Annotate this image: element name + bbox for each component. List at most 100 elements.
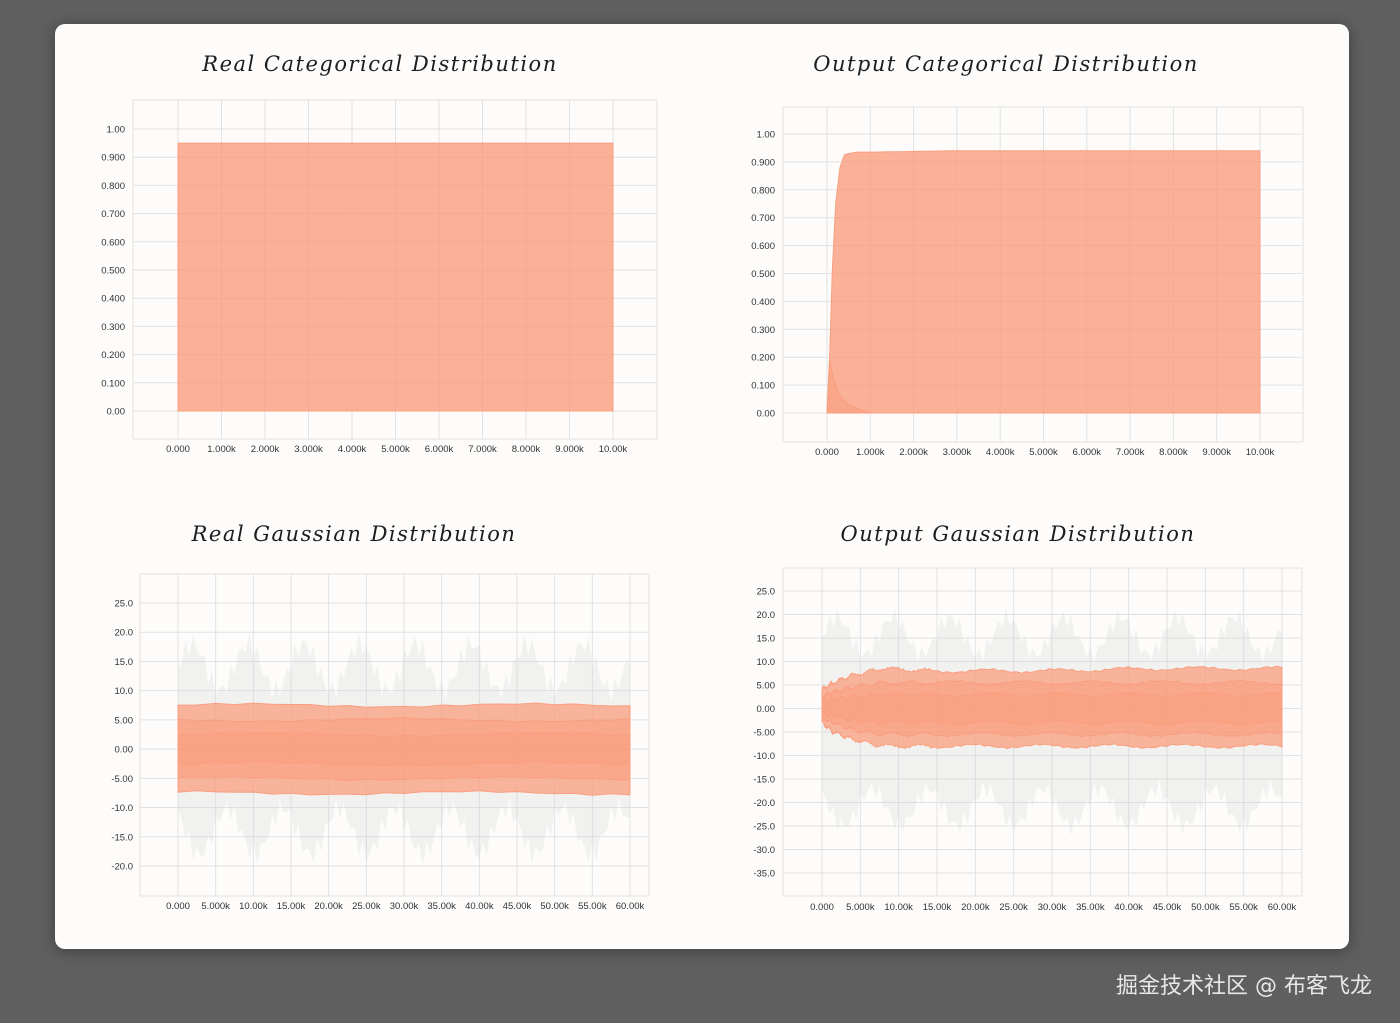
x-tick-label: 2.000k xyxy=(251,444,280,455)
real-categorical-chart: 1.00 0.900 0.800 0.700 0.600 0.500 0.400 0.300 0… xyxy=(101,99,1304,913)
x-tick-label: 30.00k xyxy=(1038,902,1067,913)
y-tick-label: 0.800 xyxy=(101,181,125,192)
x-tick-label: 10.00k xyxy=(239,901,268,912)
y-tick-label: 0.700 xyxy=(751,213,775,224)
x-tick-label: 40.00k xyxy=(1114,902,1143,913)
y-tick-label: 0.900 xyxy=(101,153,125,164)
y-tick-label: -20.0 xyxy=(753,798,775,809)
chart-title: Real Categorical Distribution xyxy=(202,52,558,76)
x-tick-label: 10.00k xyxy=(1246,447,1275,458)
y-tick-label: -35.0 xyxy=(753,869,775,880)
x-tick-label: 40.00k xyxy=(465,901,494,912)
y-tick-label: 5.00 xyxy=(115,715,134,726)
output-gaussian-series-area xyxy=(821,691,1283,726)
x-tick-label: 3.000k xyxy=(943,447,972,458)
y-tick-label: -20.0 xyxy=(111,862,133,873)
y-tick-label: -25.0 xyxy=(753,822,775,833)
y-tick-label: 25.0 xyxy=(115,599,134,610)
x-tick-label: 5.000k xyxy=(201,901,230,912)
x-tick-label: 25.00k xyxy=(352,901,381,912)
y-tick-label: 5.00 xyxy=(757,681,776,692)
x-tick-label: 45.00k xyxy=(1153,902,1182,913)
y-tick-label: 0.400 xyxy=(101,294,125,305)
x-tick-label: 9.000k xyxy=(555,444,584,455)
y-tick-label: 10.0 xyxy=(757,657,776,668)
y-tick-label: 20.0 xyxy=(115,628,134,639)
x-tick-label: 2.000k xyxy=(899,447,928,458)
x-tick-label: 50.00k xyxy=(1191,902,1220,913)
y-tick-label: -10.0 xyxy=(753,751,775,762)
x-tick-label: 0.000 xyxy=(166,901,190,912)
x-tick-label: 0.000 xyxy=(810,902,834,913)
y-tick-label: -5.00 xyxy=(753,728,775,739)
x-tick-label: 7.000k xyxy=(468,444,497,455)
y-tick-label: 0.400 xyxy=(751,297,775,308)
x-tick-label: 60.00k xyxy=(1268,902,1297,913)
x-tick-label: 30.00k xyxy=(390,901,419,912)
y-tick-label: 0.600 xyxy=(751,241,775,252)
y-tick-label: 0.600 xyxy=(101,237,125,248)
y-tick-label: 0.900 xyxy=(751,157,775,168)
x-tick-label: 4.000k xyxy=(986,447,1015,458)
x-tick-label: 8.000k xyxy=(1159,447,1188,458)
x-tick-label: 1.000k xyxy=(207,444,236,455)
x-tick-label: 35.00k xyxy=(1076,902,1105,913)
y-tick-label: 0.800 xyxy=(751,185,775,196)
y-tick-label: 0.700 xyxy=(101,209,125,220)
x-tick-label: 15.00k xyxy=(923,902,952,913)
y-tick-label: 0.300 xyxy=(101,322,125,333)
chart-title: Real Gaussian Distribution xyxy=(191,522,517,546)
real-gaussian-series-area xyxy=(177,731,631,767)
y-tick-label: 0.300 xyxy=(751,325,775,336)
y-tick-label: 1.00 xyxy=(757,130,776,141)
x-tick-label: 6.000k xyxy=(425,444,454,455)
y-tick-label: 25.0 xyxy=(757,587,776,598)
chart-title: Output Categorical Distribution xyxy=(813,52,1199,76)
x-tick-label: 25.00k xyxy=(999,902,1028,913)
y-tick-label: 0.100 xyxy=(101,378,125,389)
x-tick-label: 0.000 xyxy=(166,444,190,455)
y-tick-label: 0.00 xyxy=(757,409,776,420)
y-tick-label: 0.00 xyxy=(115,745,134,756)
output-categorical-series-area xyxy=(826,150,1261,414)
x-tick-label: 10.00k xyxy=(884,902,913,913)
x-tick-label: 4.000k xyxy=(338,444,367,455)
y-tick-label: 0.00 xyxy=(757,704,776,715)
x-tick-label: 5.000k xyxy=(846,902,875,913)
chart-title: Output Gaussian Distribution xyxy=(840,522,1196,546)
x-tick-label: 6.000k xyxy=(1073,447,1102,458)
y-tick-label: -30.0 xyxy=(753,845,775,856)
x-tick-label: 20.00k xyxy=(961,902,990,913)
charts-card: Real Categorical Distribution Output Cat… xyxy=(55,24,1349,949)
y-tick-label: 15.0 xyxy=(757,634,776,645)
y-tick-label: 1.00 xyxy=(107,125,126,136)
x-tick-label: 20.00k xyxy=(314,901,343,912)
x-tick-label: 10.00k xyxy=(599,444,628,455)
y-tick-label: 0.500 xyxy=(751,269,775,280)
x-tick-label: 55.00k xyxy=(1229,902,1258,913)
x-tick-label: 0.000 xyxy=(815,447,839,458)
x-tick-label: 45.00k xyxy=(503,901,532,912)
y-tick-label: 0.00 xyxy=(107,407,126,418)
y-tick-label: 20.0 xyxy=(757,610,776,621)
y-tick-label: -15.0 xyxy=(111,832,133,843)
x-tick-label: 50.00k xyxy=(540,901,569,912)
watermark: 掘金技术社区 @ 布客飞龙 xyxy=(1116,974,1372,999)
x-tick-label: 5.000k xyxy=(381,444,410,455)
x-tick-label: 9.000k xyxy=(1202,447,1231,458)
real-categorical-series-area xyxy=(177,142,614,412)
y-tick-label: 0.200 xyxy=(101,350,125,361)
x-tick-label: 7.000k xyxy=(1116,447,1145,458)
y-tick-label: 0.200 xyxy=(751,353,775,364)
x-tick-label: 3.000k xyxy=(294,444,323,455)
x-tick-label: 5.000k xyxy=(1029,447,1058,458)
y-tick-label: -15.0 xyxy=(753,775,775,786)
y-tick-label: -10.0 xyxy=(111,803,133,814)
y-tick-label: 15.0 xyxy=(115,657,134,668)
y-tick-label: -5.00 xyxy=(111,774,133,785)
output-categorical-series-area xyxy=(826,359,1260,414)
x-tick-label: 60.00k xyxy=(616,901,645,912)
y-tick-label: 10.0 xyxy=(115,686,134,697)
x-tick-label: 35.00k xyxy=(427,901,456,912)
y-tick-label: 0.100 xyxy=(751,381,775,392)
